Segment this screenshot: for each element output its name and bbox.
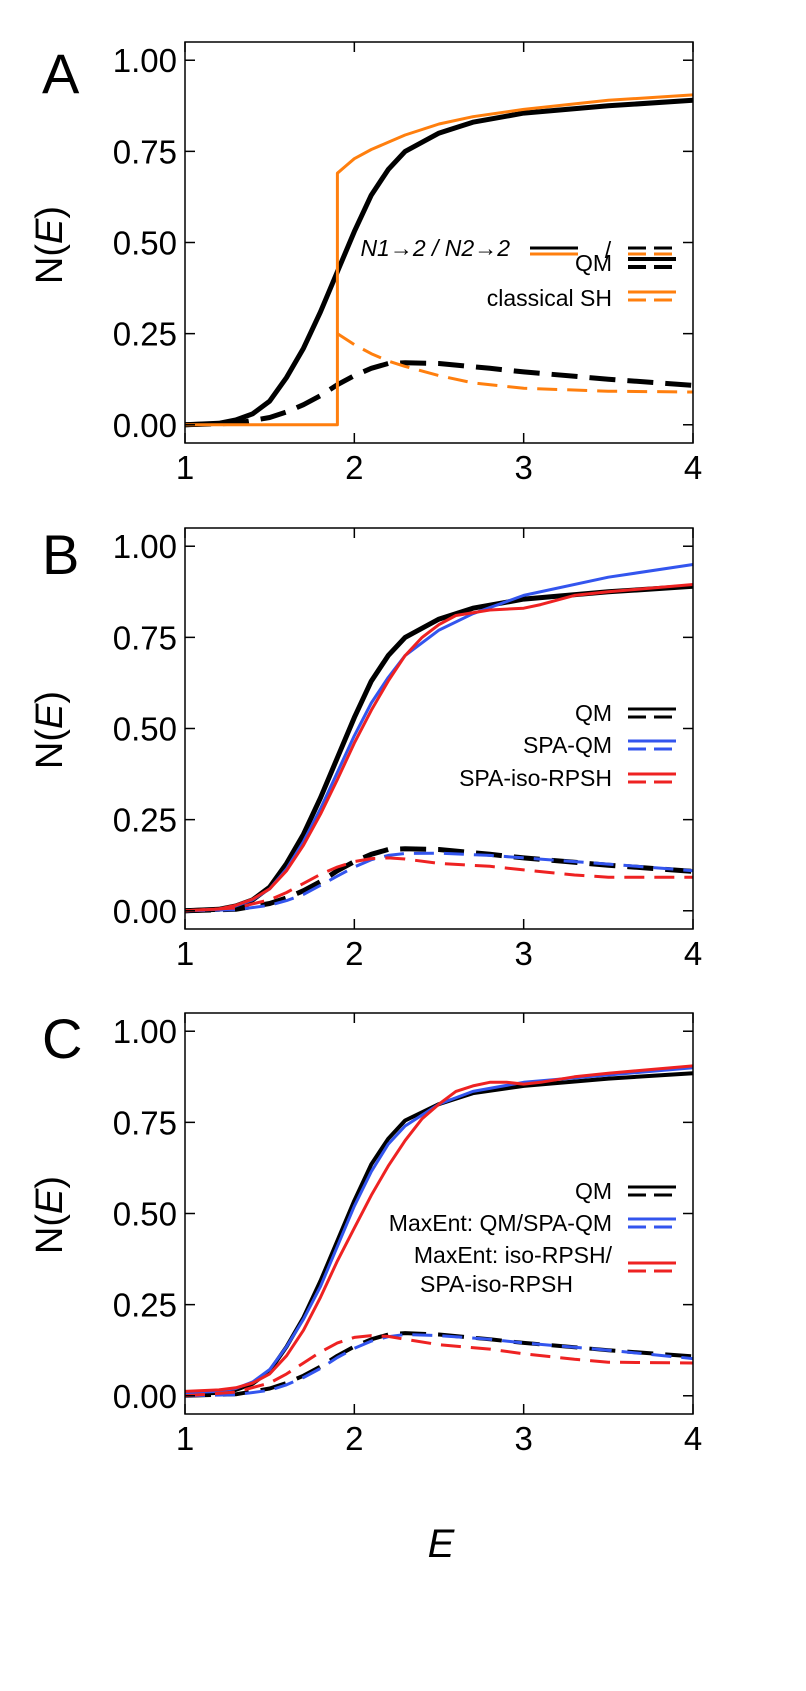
- x-tick-label-a-2: 3: [514, 449, 532, 486]
- y-axis-label-a-part3: ): [29, 206, 71, 219]
- y-axis-label-a-var: E: [29, 218, 71, 244]
- panel-label-b: B: [42, 523, 79, 586]
- y-axis-label-c: N(E): [29, 1176, 71, 1254]
- legend-a-header-text: N1→2 / N2→2: [360, 235, 510, 261]
- y-tick-label-a-4: 1.00: [113, 42, 177, 79]
- plot-area-b: 1 2 3 4 0.00 0.25 0.50 0.75 1.00: [113, 527, 702, 972]
- series-a-3: [336, 332, 694, 394]
- series-c-5: [184, 1334, 694, 1398]
- y-tick-label-c-4: 1.00: [113, 1013, 177, 1050]
- series-c-4: [184, 1064, 694, 1393]
- plot-area-c: 1 2 3 4 0.00 0.25 0.50 0.75 1.00: [113, 1012, 702, 1457]
- x-tick-label-a-1: 2: [345, 449, 363, 486]
- series-c-3: [184, 1333, 694, 1398]
- series-b-5: [184, 856, 693, 913]
- y-tick-label-c-0: 0.00: [113, 1378, 177, 1415]
- panel-label-a: A: [42, 42, 80, 105]
- y-axis-label-b: N(E): [29, 691, 71, 769]
- x-tick-label-a-0: 1: [176, 449, 194, 486]
- x-tick-label-b-1: 2: [345, 935, 363, 972]
- legend-a-entry-1-label: classical SH: [487, 285, 612, 311]
- y-axis-label-a-part1: N(: [29, 244, 71, 284]
- y-axis-label-c-part3: ): [29, 1176, 71, 1189]
- plot-area-a: 1 2 3 4 0.00 0.25 0.50 0.75 1.00: [113, 41, 702, 486]
- panel-a: A N(E) 1 2 3 4 0.00 0.25 0.50 0.75 1.00 N1→2 / N…: [29, 41, 702, 486]
- legend-b-entry-2-label: SPA-iso-RPSH: [459, 765, 612, 791]
- y-axis-label-c-part1: N(: [29, 1214, 71, 1254]
- y-tick-label-b-3: 0.75: [113, 619, 177, 656]
- y-tick-label-c-2: 0.50: [113, 1196, 177, 1233]
- x-tick-label-b-3: 4: [684, 935, 702, 972]
- series-b-1: [184, 846, 694, 914]
- x-tick-label-c-2: 3: [514, 1420, 532, 1457]
- legend-a: N1→2 / N2→2 / QM classical SH: [360, 235, 676, 311]
- series-a-0: [184, 97, 694, 428]
- x-tick-label-b-2: 3: [514, 935, 532, 972]
- panel-b: B N(E) 1 2 3 4 0.00 0.25 0.50 0.75 1.00 QM SPA-Q…: [29, 523, 702, 972]
- y-tick-label-a-2: 0.50: [113, 225, 177, 262]
- y-tick-label-b-0: 0.00: [113, 893, 177, 930]
- y-axis-label-b-part3: ): [29, 691, 71, 704]
- series-b-3: [184, 851, 694, 913]
- x-axis-label: E: [428, 1522, 456, 1566]
- y-axis-label-a: N(E): [29, 206, 71, 284]
- x-tick-label-a-3: 4: [684, 449, 702, 486]
- x-tick-label-c-3: 4: [684, 1420, 702, 1457]
- series-a-2: [185, 93, 694, 427]
- legend-b-entry-1-label: SPA-QM: [523, 732, 612, 758]
- series-a-1: [184, 360, 694, 428]
- y-axis-label-c-var: E: [29, 1188, 71, 1214]
- y-tick-label-a-1: 0.25: [113, 316, 177, 353]
- panel-label-c: C: [42, 1007, 82, 1070]
- legend-a-header: N1→2 / N2→2: [360, 235, 510, 261]
- y-tick-label-b-4: 1.00: [113, 528, 177, 565]
- y-tick-label-b-2: 0.50: [113, 711, 177, 748]
- series-c-1: [184, 1331, 694, 1398]
- y-axis-label-b-part1: N(: [29, 729, 71, 769]
- legend-c-entry-2-label-line1: MaxEnt: iso-RPSH/: [414, 1242, 613, 1268]
- y-tick-label-c-3: 0.75: [113, 1104, 177, 1141]
- legend-b-entry-0-label: QM: [575, 700, 612, 726]
- y-tick-label-a-3: 0.75: [113, 133, 177, 170]
- legend-b: QM SPA-QM SPA-iso-RPSH: [459, 700, 676, 791]
- x-tick-label-c-1: 2: [345, 1420, 363, 1457]
- y-tick-label-a-0: 0.00: [113, 407, 177, 444]
- x-tick-label-b-0: 1: [176, 935, 194, 972]
- x-tick-label-c-0: 1: [176, 1420, 194, 1457]
- legend-a-header-sep: /: [605, 237, 612, 263]
- y-tick-label-c-1: 0.25: [113, 1287, 177, 1324]
- legend-c-entry-0-label: QM: [575, 1178, 612, 1204]
- legend-c-entry-1-label: MaxEnt: QM/SPA-QM: [389, 1210, 612, 1236]
- y-axis-label-b-var: E: [29, 703, 71, 729]
- legend-c: QM MaxEnt: QM/SPA-QM MaxEnt: iso-RPSH/ S…: [389, 1178, 676, 1297]
- legend-c-entry-2-label-line2: SPA-iso-RPSH: [420, 1271, 573, 1297]
- series-b-4: [184, 583, 694, 913]
- panel-c: C N(E) 1 2 3 4 0.00 0.25 0.50 0.75 1.00 QM MaxEn…: [29, 1007, 702, 1457]
- y-tick-label-b-1: 0.25: [113, 802, 177, 839]
- legend-a-entry-0-label: QM: [575, 250, 612, 276]
